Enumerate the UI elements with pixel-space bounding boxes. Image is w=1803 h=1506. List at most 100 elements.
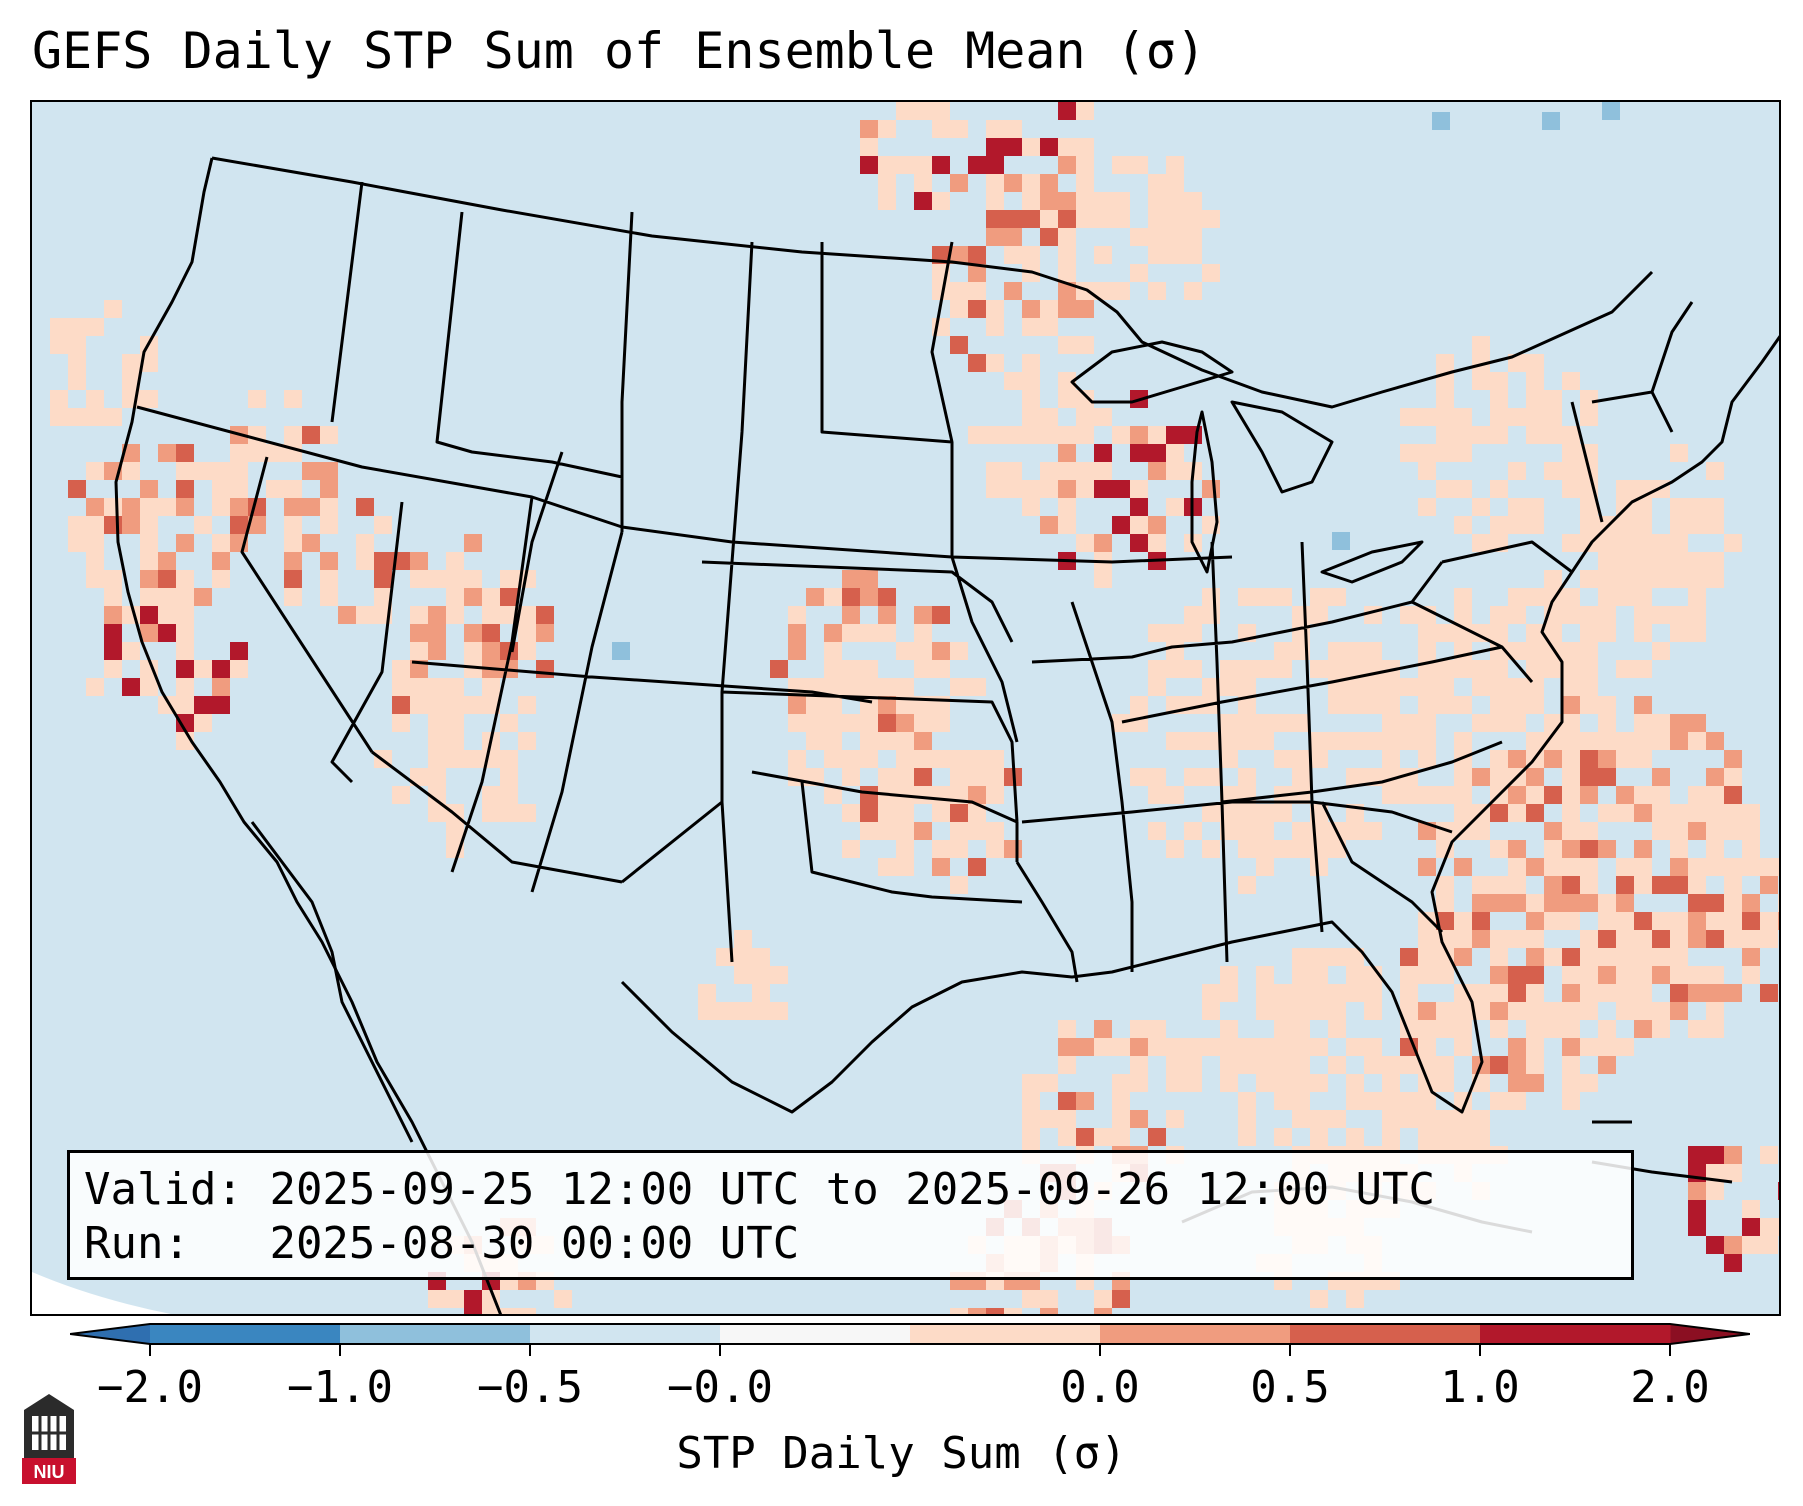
stp-cell [1130, 480, 1148, 498]
stp-cell [500, 588, 518, 606]
stp-cell [1544, 876, 1562, 894]
stp-cell [1148, 1020, 1166, 1038]
stp-cell [1202, 840, 1220, 858]
stp-cell [1580, 930, 1598, 948]
stp-cell [1004, 282, 1022, 300]
stp-cell [1652, 534, 1670, 552]
stp-cell [1562, 696, 1580, 714]
stp-cell [1454, 1020, 1472, 1038]
stp-cell [1562, 714, 1580, 732]
stp-cell [518, 606, 536, 624]
stp-cell [1022, 1128, 1040, 1146]
stp-cell [842, 714, 860, 732]
stp-cell [1616, 948, 1634, 966]
stp-cell [104, 588, 122, 606]
stp-cell [1184, 1038, 1202, 1056]
stp-cell [284, 390, 302, 408]
stp-cell [1184, 660, 1202, 678]
stp-cell [1508, 786, 1526, 804]
stp-cell [1688, 786, 1706, 804]
stp-cell [1076, 174, 1094, 192]
stp-cell [1526, 624, 1544, 642]
stp-cell [1166, 732, 1184, 750]
stp-cell [824, 696, 842, 714]
stp-cell [1580, 606, 1598, 624]
colorbar-tick-label: 0.5 [1250, 1362, 1330, 1413]
stp-cell [1490, 840, 1508, 858]
stp-cell [86, 534, 104, 552]
stp-cell [1490, 1020, 1508, 1038]
stp-cell [968, 354, 986, 372]
stp-cell [176, 462, 194, 480]
stp-cell [1670, 534, 1688, 552]
stp-cell [410, 552, 428, 570]
stp-cell [1760, 858, 1778, 876]
stp-cell [878, 768, 896, 786]
stp-cell [734, 966, 752, 984]
stp-cell [950, 1308, 968, 1314]
stp-cell [1454, 732, 1472, 750]
stp-cell [140, 516, 158, 534]
stp-cell [1490, 768, 1508, 786]
stp-cell [1256, 1056, 1274, 1074]
stp-cell [986, 840, 1004, 858]
stp-cell [1634, 624, 1652, 642]
stp-cell [1148, 246, 1166, 264]
stp-cell [428, 624, 446, 642]
stp-cell [986, 228, 1004, 246]
stp-cell [1706, 1146, 1724, 1164]
stp-cell [1634, 552, 1652, 570]
stp-cell [968, 804, 986, 822]
stp-cell [842, 606, 860, 624]
stp-cell [1076, 300, 1094, 318]
stp-cell [1760, 1236, 1778, 1254]
stp-cell [1310, 948, 1328, 966]
stp-cell [1310, 1038, 1328, 1056]
stp-cell [950, 336, 968, 354]
stp-cell [914, 624, 932, 642]
stp-cell [1562, 750, 1580, 768]
stp-cell [1562, 372, 1580, 390]
stp-cell [824, 624, 842, 642]
stp-cell [1166, 192, 1184, 210]
stp-cell [1778, 894, 1779, 912]
stp-cell [1706, 768, 1724, 786]
stp-cell [1742, 1200, 1760, 1218]
stp-cell [1310, 858, 1328, 876]
stp-cell [1238, 1128, 1256, 1146]
stp-cell [356, 552, 374, 570]
stp-cell [1598, 1020, 1616, 1038]
stp-cell [1544, 732, 1562, 750]
stp-cell [1544, 1020, 1562, 1038]
stp-cell [1382, 678, 1400, 696]
stp-cell [1454, 930, 1472, 948]
stp-cell [1454, 948, 1472, 966]
stp-cell [140, 552, 158, 570]
stp-cell [1742, 894, 1760, 912]
stp-cell [968, 282, 986, 300]
stp-cell [1472, 1110, 1490, 1128]
stp-cell [878, 192, 896, 210]
stp-cell [1400, 948, 1418, 966]
stp-cell [1256, 966, 1274, 984]
stp-cell [1346, 1038, 1364, 1056]
stp-cell [500, 570, 518, 588]
stp-anomaly-map [32, 102, 1779, 1314]
colorbar-segment [1290, 1324, 1481, 1344]
stp-cell [1292, 1020, 1310, 1038]
stp-cell [1652, 768, 1670, 786]
stp-cell [1490, 1056, 1508, 1074]
stp-cell [1760, 1218, 1778, 1236]
stp-cell [320, 588, 338, 606]
stp-cell [518, 642, 536, 660]
stp-cell [1220, 1038, 1238, 1056]
stp-cell [1634, 588, 1652, 606]
stp-cell [1634, 930, 1652, 948]
stp-cell [1058, 444, 1076, 462]
stp-cell [914, 768, 932, 786]
stp-cell [914, 786, 932, 804]
stp-cell [1274, 1128, 1292, 1146]
stp-cell [896, 678, 914, 696]
stp-cell [1724, 876, 1742, 894]
stp-cell [1706, 1182, 1724, 1200]
